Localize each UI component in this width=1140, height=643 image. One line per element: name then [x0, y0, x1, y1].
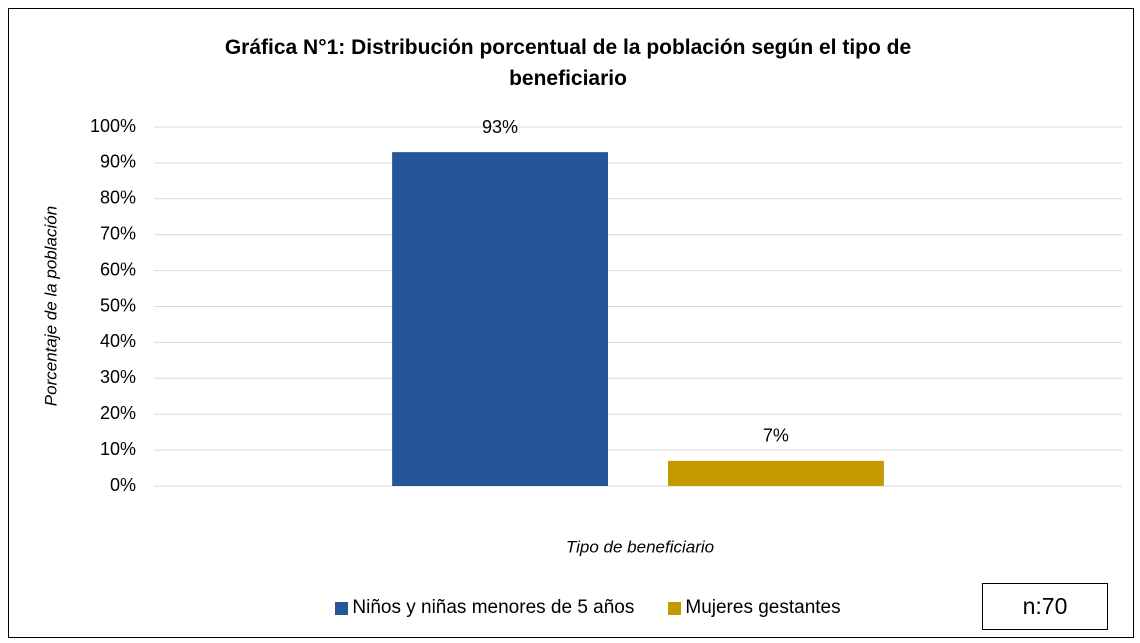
- annotation: n:70: [982, 583, 1108, 630]
- y-tick-label: 60%: [100, 259, 136, 279]
- y-tick-label: 20%: [100, 403, 136, 423]
- legend-label: Niños y niñas menores de 5 años: [352, 597, 635, 618]
- y-axis-title: Porcentaje de la población: [41, 206, 60, 406]
- bar: [668, 460, 884, 486]
- legend-item: Mujeres gestantes: [668, 597, 841, 619]
- bar: [392, 152, 608, 486]
- y-tick-label: 0%: [110, 475, 136, 495]
- y-tick-label: 100%: [90, 116, 136, 136]
- legend-item: Niños y niñas menores de 5 años: [335, 597, 634, 619]
- y-tick-label: 90%: [100, 152, 136, 172]
- x-axis-title: Tipo de beneficiario: [566, 537, 714, 556]
- legend-swatch: [668, 601, 682, 615]
- y-tick-label: 30%: [100, 367, 136, 387]
- y-tick-label: 10%: [100, 439, 136, 459]
- y-tick-label: 50%: [100, 295, 136, 315]
- chart-title: Gráfica N°1: Distribución porcentual de …: [224, 36, 912, 90]
- y-tick-label: 70%: [100, 223, 136, 243]
- chart-frame: [8, 8, 1134, 638]
- legend-swatch: [335, 601, 349, 615]
- data-label: 7%: [763, 426, 789, 446]
- y-tick-label: 80%: [100, 188, 136, 208]
- y-tick-label: 40%: [100, 331, 136, 351]
- data-label: 93%: [482, 117, 518, 137]
- legend: Niños y niñas menores de 5 años Mujeres g…: [0, 597, 1140, 619]
- legend-label: Mujeres gestantes: [685, 597, 841, 618]
